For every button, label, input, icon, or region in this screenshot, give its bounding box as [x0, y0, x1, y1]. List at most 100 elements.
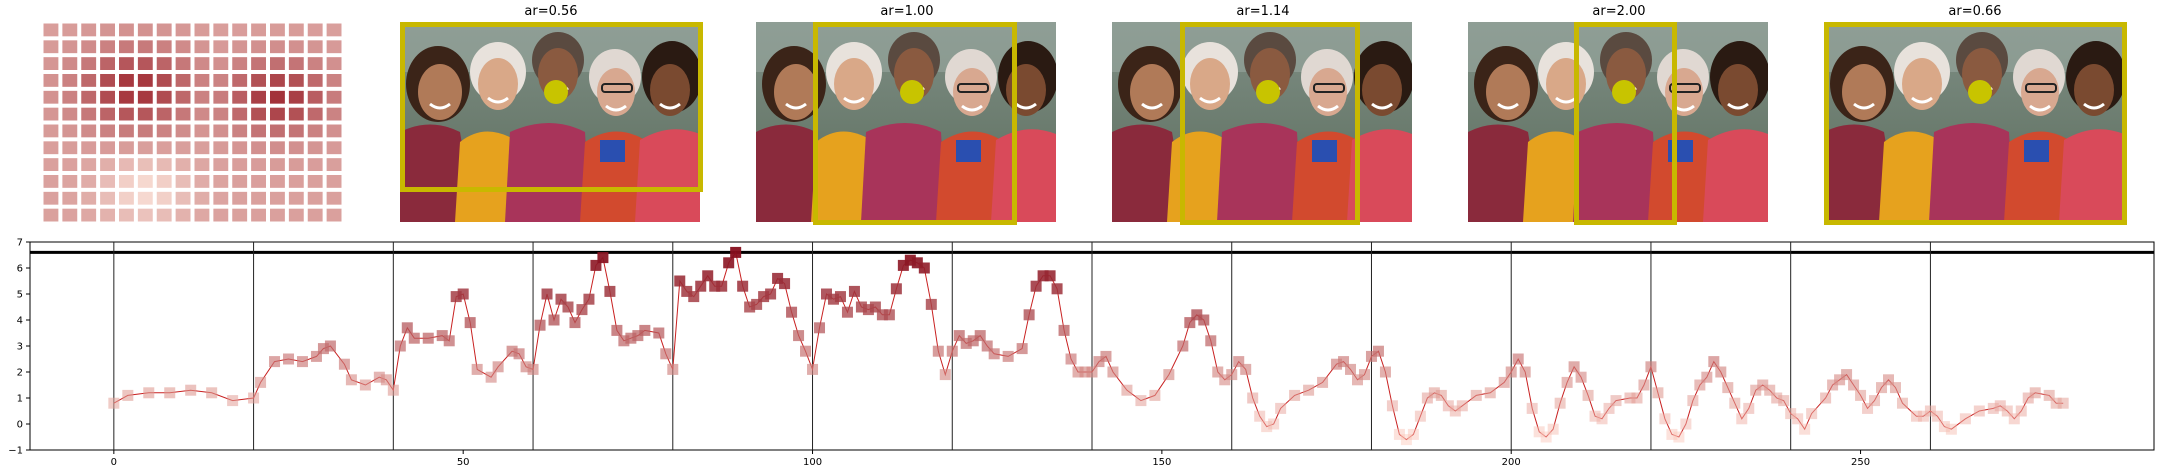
data-point	[520, 361, 532, 373]
heatmap-cell	[156, 175, 172, 188]
heatmap-cell	[81, 40, 97, 54]
data-point	[1771, 392, 1783, 404]
heatmap-cell	[251, 107, 266, 121]
heatmap-cell	[213, 74, 229, 87]
heatmap-cell	[326, 141, 342, 155]
heatmap-cell	[270, 107, 285, 121]
data-point	[1848, 379, 1860, 391]
data-point	[394, 340, 406, 352]
data-point	[1736, 413, 1748, 425]
heatmap-cell	[232, 40, 248, 54]
data-point	[744, 301, 756, 313]
data-point	[2022, 392, 2034, 404]
data-point	[248, 392, 260, 404]
data-point	[939, 369, 951, 381]
y-tick-label: 5	[17, 290, 23, 301]
data-point	[1177, 340, 1189, 352]
heatmap-cell	[175, 40, 191, 54]
heatmap-cell	[119, 107, 134, 121]
data-point	[1526, 402, 1538, 414]
heatmap-cell	[43, 107, 59, 121]
data-point	[1051, 283, 1063, 295]
data-point	[1582, 389, 1594, 401]
data-point	[1645, 361, 1657, 373]
series-line	[113, 251, 2064, 441]
heatmap-cell	[43, 23, 59, 37]
heatmap-cell	[326, 23, 342, 37]
data-point	[1107, 366, 1119, 378]
data-point	[758, 291, 770, 303]
heatmap-cell	[62, 124, 78, 138]
data-point	[1987, 402, 1999, 414]
data-point	[590, 259, 602, 271]
heatmap-cell	[307, 23, 323, 37]
data-point	[1505, 366, 1517, 378]
heatmap-cell	[100, 175, 115, 188]
heatmap-cell	[194, 90, 210, 104]
heatmap-cell	[232, 90, 248, 104]
y-tick-label: 0	[17, 420, 23, 431]
heatmap-cell	[81, 191, 97, 205]
heatmap-cell	[307, 175, 323, 188]
heatmap-cell	[156, 208, 172, 222]
heatmap-cell	[175, 141, 191, 155]
heatmap-cell	[270, 141, 285, 155]
heatmap-cell	[326, 74, 342, 87]
crop-panel-title: ar=0.56	[524, 4, 578, 19]
heatmap-cell	[62, 107, 78, 121]
data-point	[227, 395, 239, 407]
data-point	[2015, 405, 2027, 417]
data-point	[737, 280, 749, 292]
data-point	[345, 374, 357, 386]
data-point	[1121, 384, 1133, 396]
y-tick-label: 4	[17, 316, 23, 327]
data-point	[1352, 374, 1363, 386]
data-point	[751, 298, 763, 310]
data-point	[821, 288, 832, 300]
data-point	[807, 363, 819, 375]
crop-bounding-box	[400, 22, 703, 192]
data-point	[380, 374, 392, 386]
heatmap-cell	[326, 208, 342, 222]
data-point	[625, 332, 637, 344]
data-point	[506, 345, 518, 357]
data-point	[1547, 423, 1559, 435]
heatmap-cell	[307, 191, 323, 205]
data-point	[1261, 421, 1273, 433]
data-point	[541, 288, 553, 300]
heatmap-cell	[43, 208, 59, 222]
heatmap-cell	[81, 208, 97, 222]
heatmap-cell	[175, 90, 191, 104]
heatmap-cell	[288, 23, 304, 37]
data-point	[953, 330, 965, 342]
heatmap-cell	[175, 191, 191, 205]
y-tick-label: 2	[17, 368, 23, 379]
data-point	[611, 324, 623, 336]
heatmap-cell	[251, 57, 266, 70]
heatmap-cell	[62, 158, 78, 171]
heatmap-cell	[232, 175, 248, 188]
crop-bounding-box	[1574, 22, 1677, 225]
x-tick-label: 50	[457, 457, 470, 468]
data-point	[1959, 413, 1971, 425]
data-point	[1792, 413, 1804, 425]
data-point	[1729, 397, 1741, 409]
heatmap-cell	[307, 107, 323, 121]
data-point	[1386, 400, 1398, 412]
data-point	[1624, 392, 1636, 404]
heatmap-cell	[137, 40, 153, 54]
heatmap-cell	[119, 90, 134, 104]
heatmap-cell	[156, 57, 172, 70]
timeline-chart: 0 50 100 150 200 250 −1 0 1 2 3 4 5 6 7	[8, 238, 2155, 468]
data-point	[1876, 382, 1888, 394]
data-point	[1456, 400, 1468, 412]
heatmap-cell	[194, 40, 210, 54]
data-point	[848, 285, 860, 297]
heatmap-cell	[119, 158, 134, 171]
y-tick-label: 1	[17, 394, 23, 405]
data-point	[981, 340, 993, 352]
heatmap-cell	[232, 57, 248, 70]
x-tick-label: 150	[1152, 457, 1171, 468]
data-point	[1149, 389, 1161, 401]
data-point	[834, 291, 846, 303]
